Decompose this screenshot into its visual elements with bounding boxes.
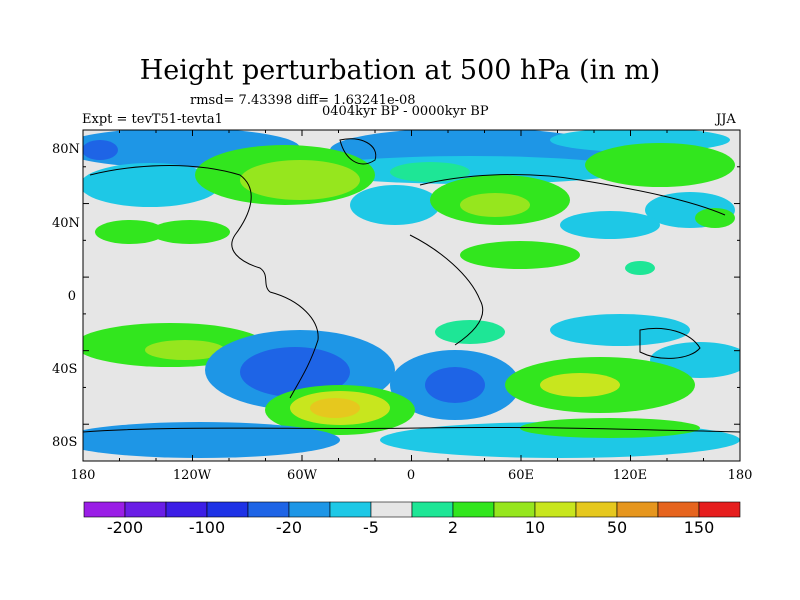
- colorbar-swatch: [534, 501, 577, 518]
- colorbar-label-8: 150: [683, 518, 715, 537]
- x-tick-label-120e: 120E: [612, 468, 648, 483]
- anomaly-south-america-low: [240, 347, 350, 397]
- coast-africa: [409, 234, 484, 346]
- anomaly-pacific-green: [95, 220, 165, 244]
- colorbar-swatch: [288, 501, 331, 518]
- colorbar-swatch: [247, 501, 290, 518]
- x-tick-label-180w: 180: [70, 468, 96, 483]
- colorbar-label-7: 50: [606, 518, 628, 537]
- y-tick-label-0: 0: [67, 289, 76, 304]
- colorbar-label-4: -5: [363, 518, 379, 537]
- colorbar-swatch: [206, 501, 249, 518]
- season-label: JJA: [716, 112, 736, 127]
- anomaly-south-asia-teal: [625, 261, 655, 275]
- colorbar: [83, 501, 741, 518]
- anomaly-antarctic-green: [520, 418, 700, 438]
- x-tick-label-180e: 180: [727, 468, 753, 483]
- colorbar-label-3: -20: [275, 518, 303, 537]
- colorbar-swatch: [165, 501, 208, 518]
- colorbar-label-1: -200: [106, 518, 144, 537]
- axis-ticks: [82, 129, 741, 462]
- x-tick-label-60e: 60E: [507, 468, 535, 483]
- anomaly-kamchatka-green: [695, 208, 735, 228]
- experiment-label: Expt = tevT51-tevta1: [82, 112, 223, 127]
- coastlines: [83, 138, 740, 433]
- colorbar-swatch: [452, 501, 495, 518]
- y-tick-label-40s: 40S: [52, 362, 78, 377]
- colorbar-swatch: [698, 501, 741, 518]
- anomaly-indian-ocean-blue: [550, 314, 690, 346]
- colorbar-swatch: [329, 501, 372, 518]
- coast-eurasia: [419, 174, 726, 216]
- x-tick-label-0: 0: [406, 468, 416, 483]
- colorbar-swatch: [616, 501, 659, 518]
- colorbar-swatch: [124, 501, 167, 518]
- colorbar-swatch: [657, 501, 700, 518]
- coast-south-america: [269, 291, 319, 399]
- anomaly-indian-ocean-core: [540, 373, 620, 397]
- anomaly-north-africa-green: [460, 241, 580, 269]
- anomaly-arctic-fringe: [310, 156, 630, 184]
- coast-antarctica: [83, 426, 740, 433]
- anomaly-south-pacific-core: [145, 340, 225, 360]
- anomaly-drake-high: [310, 398, 360, 418]
- x-tick-label-60w: 60W: [287, 468, 317, 483]
- colorbar-swatch: [575, 501, 618, 518]
- contour-field: [83, 130, 740, 461]
- coast-greenland: [339, 138, 377, 165]
- anomaly-north-america-core: [240, 160, 360, 200]
- colorbar-swatch: [493, 501, 536, 518]
- y-tick-label-80n: 80N: [52, 142, 80, 157]
- y-tick-label-40n: 40N: [52, 216, 80, 231]
- stats-text: rmsd= 7.43398 diff= 1.63241e-08: [190, 93, 416, 108]
- anomaly-pacific-green-2: [150, 220, 230, 244]
- x-tick-label-120w: 120W: [172, 468, 212, 483]
- colorbar-swatch: [411, 501, 454, 518]
- period-label: 0404kyr BP - 0000kyr BP: [322, 104, 489, 119]
- anomaly-siberia-green: [585, 143, 735, 187]
- anomaly-north-atlantic-blue: [350, 185, 440, 225]
- anomaly-south-atlantic-teal: [435, 320, 505, 344]
- anomaly-europe-core: [460, 193, 530, 217]
- coast-australia: [639, 327, 701, 359]
- colorbar-label-6: 10: [524, 518, 546, 537]
- colorbar-swatch: [83, 501, 126, 518]
- anomaly-north-pacific: [83, 163, 220, 207]
- map-title: Height perturbation at 500 hPa (in m): [139, 55, 661, 86]
- colorbar-label-5: 2: [447, 518, 459, 537]
- anomaly-south-atlantic-low: [425, 367, 485, 403]
- anomaly-central-asia-blue: [560, 211, 660, 239]
- coast-north-america: [89, 165, 271, 293]
- anomaly-antarctic-west: [83, 422, 340, 458]
- y-tick-label-80s: 80S: [52, 435, 78, 450]
- colorbar-label-2: -100: [188, 518, 226, 537]
- colorbar-swatch: [370, 501, 413, 518]
- anomaly-siberia-teal: [390, 162, 470, 182]
- anomaly-arctic-far-west: [83, 140, 118, 160]
